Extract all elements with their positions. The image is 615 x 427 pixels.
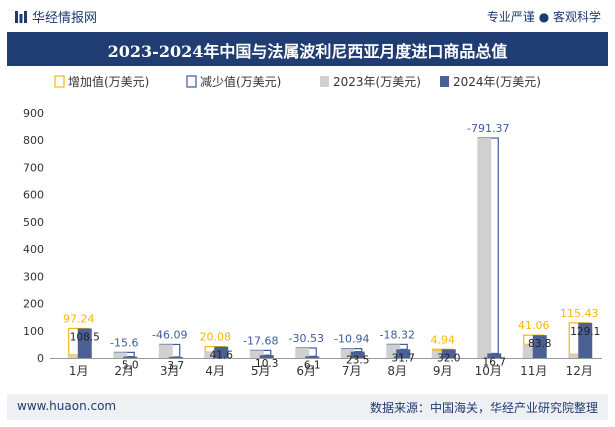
bar-2024 bbox=[350, 351, 365, 358]
change-label: -17.68 bbox=[243, 334, 278, 347]
legend-increase-swatch bbox=[54, 75, 65, 88]
brand-name: 华经情报网 bbox=[32, 11, 98, 26]
bar-2023 bbox=[340, 348, 355, 358]
y-tick-label: 700 bbox=[23, 161, 44, 174]
change-label: -10.94 bbox=[334, 333, 369, 346]
legend-2023-swatch bbox=[320, 76, 329, 87]
y-tick-label: 800 bbox=[23, 134, 44, 147]
bar-2024 bbox=[123, 356, 138, 358]
tagline: 专业严谨 ● 客观科学 bbox=[486, 10, 601, 24]
value-label-2024: 16.7 bbox=[483, 356, 506, 368]
change-label: 97.24 bbox=[63, 312, 95, 325]
x-tick-label: 9月 bbox=[433, 364, 453, 378]
bar-2023 bbox=[249, 350, 264, 358]
brand: 华经情报网 bbox=[14, 7, 97, 26]
legend: 增加值(万美元) 减少值(万美元) 2023年(万美元) 2024年(万美元) bbox=[54, 74, 541, 89]
bar-2023 bbox=[204, 352, 219, 358]
change-label: -18.32 bbox=[380, 328, 415, 341]
bar-2023 bbox=[113, 352, 128, 358]
bar-2024 bbox=[214, 346, 229, 358]
bottom-bar: www.huaon.com 数据来源：中国海关，华经产业研究院整理 bbox=[7, 394, 608, 420]
x-tick-label: 7月 bbox=[342, 364, 362, 378]
bar-2024 bbox=[77, 328, 92, 358]
x-tick-label: 8月 bbox=[387, 364, 407, 378]
bar-2024 bbox=[578, 322, 593, 358]
value-label-2024: 5.0 bbox=[122, 360, 139, 372]
bar-2023 bbox=[568, 354, 583, 358]
legend-2024-swatch bbox=[440, 76, 449, 87]
x-tick-label: 4月 bbox=[205, 364, 225, 378]
change-label: 115.43 bbox=[560, 307, 599, 320]
axes: 0 100 200 300 400 500 600 700 800 900 1月 2月 3月 4月 5月 6月… bbox=[23, 107, 602, 378]
x-tick-label: 12月 bbox=[566, 364, 593, 378]
chart: 增加值(万美元) 减少值(万美元) 2023年(万美元) 2024年(万美元) 0 10… bbox=[23, 74, 602, 378]
bar-2024 bbox=[441, 349, 456, 358]
change-label: 4.94 bbox=[431, 333, 456, 346]
legend-decrease-label: 减少值(万美元) bbox=[200, 74, 281, 89]
legend-2023-label: 2023年(万美元) bbox=[333, 75, 421, 89]
x-tick-label: 3月 bbox=[160, 364, 180, 378]
value-label-2024: 83.8 bbox=[528, 338, 551, 350]
y-tick-label: 100 bbox=[23, 325, 44, 338]
bar-2024 bbox=[259, 355, 274, 358]
legend-increase-label: 增加值(万美元) bbox=[68, 74, 149, 89]
bars bbox=[67, 137, 593, 358]
bar-2023 bbox=[295, 348, 310, 358]
change-label: 20.08 bbox=[200, 331, 232, 344]
data-source: 数据来源：中国海关，华经产业研究院整理 bbox=[369, 401, 598, 415]
bar-2024 bbox=[168, 356, 183, 358]
y-tick-label: 300 bbox=[23, 270, 44, 283]
y-tick-label: 200 bbox=[23, 298, 44, 311]
y-tick-label: 900 bbox=[23, 107, 44, 120]
y-tick-label: 500 bbox=[23, 216, 44, 229]
title-bar: 2023-2024年中国与法属波利尼西亚月度进口商品总值 bbox=[7, 32, 608, 66]
change-label: -15.6 bbox=[110, 336, 138, 349]
bar-2024 bbox=[305, 356, 320, 358]
x-tick-label: 1月 bbox=[69, 364, 89, 378]
y-tick-label: 0 bbox=[37, 352, 44, 365]
bar-2023 bbox=[67, 354, 82, 358]
brand-logo-icon bbox=[15, 11, 27, 23]
x-tick-label: 11月 bbox=[520, 364, 547, 378]
value-label-2024: 129.1 bbox=[570, 326, 600, 338]
value-label-2024: 3.7 bbox=[167, 360, 184, 372]
y-tick-label: 400 bbox=[23, 243, 44, 256]
bar-2023 bbox=[477, 138, 492, 358]
top-bar: 华经情报网 专业严谨 ● 客观科学 bbox=[0, 0, 615, 30]
bar-2024 bbox=[532, 335, 547, 358]
value-label-2024: 108.5 bbox=[70, 331, 100, 343]
data-labels: 97.24 108.5 -15.6 5.0 -46.09 3.7 20.08 41.6 -17.… bbox=[63, 122, 600, 372]
legend-2024-label: 2024年(万美元) bbox=[453, 75, 541, 89]
bar-2024 bbox=[396, 349, 411, 358]
legend-decrease-swatch bbox=[186, 75, 197, 88]
x-tick-label: 10月 bbox=[475, 364, 502, 378]
value-label-2024: 6.1 bbox=[304, 359, 321, 371]
x-tick-label: 5月 bbox=[251, 364, 271, 378]
value-label-2024: 23.5 bbox=[346, 355, 369, 367]
chart-title: 2023-2024年中国与法属波利尼西亚月度进口商品总值 bbox=[107, 42, 508, 61]
value-label-2024: 31.7 bbox=[392, 352, 415, 364]
change-label: 41.06 bbox=[518, 319, 550, 332]
value-label-2024: 32.0 bbox=[437, 352, 460, 364]
change-label: -46.09 bbox=[152, 328, 187, 341]
x-tick-label: 2月 bbox=[114, 364, 134, 378]
change-label: -791.37 bbox=[467, 122, 509, 135]
value-label-2024: 10.3 bbox=[255, 358, 278, 370]
value-label-2024: 41.6 bbox=[210, 350, 234, 362]
y-tick-label: 600 bbox=[23, 189, 44, 202]
change-label: -30.53 bbox=[289, 332, 324, 345]
bar-2023 bbox=[158, 344, 173, 358]
bar-2024 bbox=[487, 353, 502, 358]
x-tick-label: 6月 bbox=[296, 364, 316, 378]
website-link[interactable]: www.huaon.com bbox=[17, 399, 117, 413]
bar-2023 bbox=[431, 350, 446, 358]
